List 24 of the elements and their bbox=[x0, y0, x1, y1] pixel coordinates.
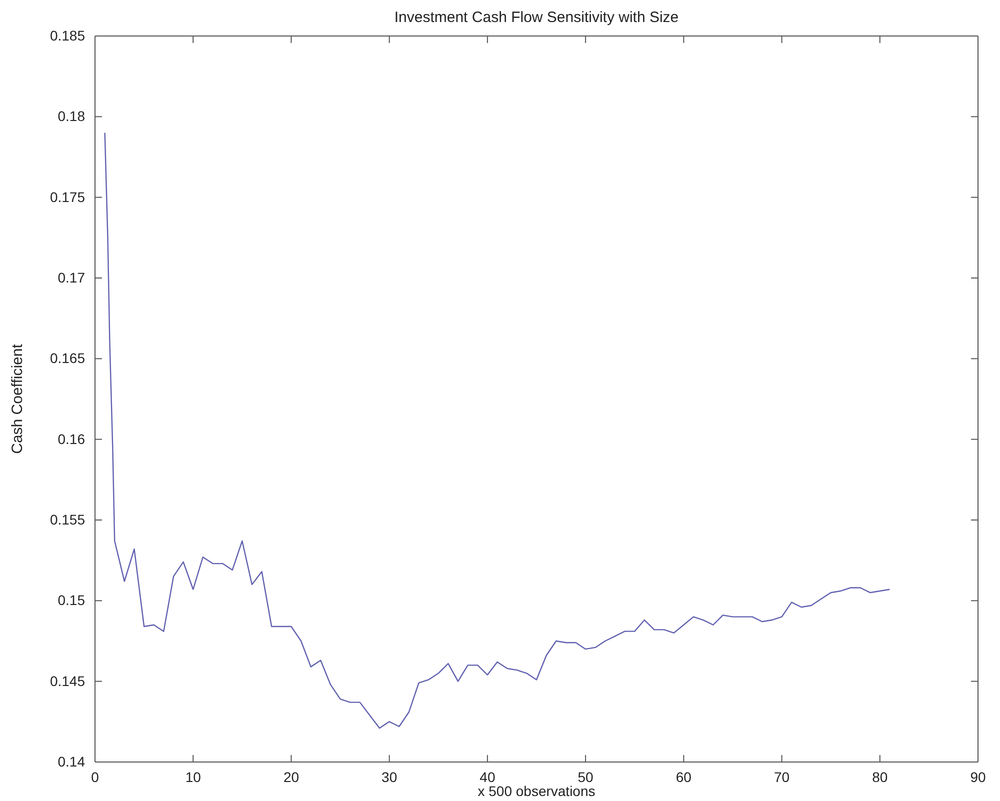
x-tick-label: 90 bbox=[970, 768, 986, 785]
y-tick-label: 0.145 bbox=[50, 672, 86, 689]
y-tick-label: 0.15 bbox=[58, 592, 86, 608]
x-tick-label: 10 bbox=[185, 768, 202, 785]
x-tick-label: 0 bbox=[91, 768, 100, 785]
x-tick-label: 70 bbox=[774, 768, 790, 785]
y-tick-label: 0.16 bbox=[58, 430, 86, 447]
x-tick-label: 30 bbox=[382, 768, 398, 785]
y-tick-label: 0.17 bbox=[58, 269, 86, 286]
y-tick-label: 0.185 bbox=[50, 27, 86, 44]
y-axis-title: Cash Coefficient bbox=[9, 343, 26, 454]
line-series bbox=[104, 132, 890, 729]
chart-title: Investment Cash Flow Sensitivity with Size bbox=[394, 9, 679, 26]
x-axis-title: x 500 observations bbox=[478, 783, 596, 799]
x-tick-label: 20 bbox=[283, 768, 300, 785]
x-tick-label: 60 bbox=[676, 768, 692, 785]
x-tick-label: 80 bbox=[872, 768, 888, 785]
x-tick-label: 50 bbox=[578, 768, 594, 785]
y-tick-label: 0.165 bbox=[50, 350, 86, 366]
y-tick-label: 0.18 bbox=[58, 108, 86, 124]
y-tick-label: 0.175 bbox=[50, 188, 86, 205]
y-tick-label: 0.14 bbox=[58, 753, 86, 770]
y-tick-label: 0.155 bbox=[50, 511, 86, 528]
x-tick-label: 40 bbox=[480, 768, 496, 785]
